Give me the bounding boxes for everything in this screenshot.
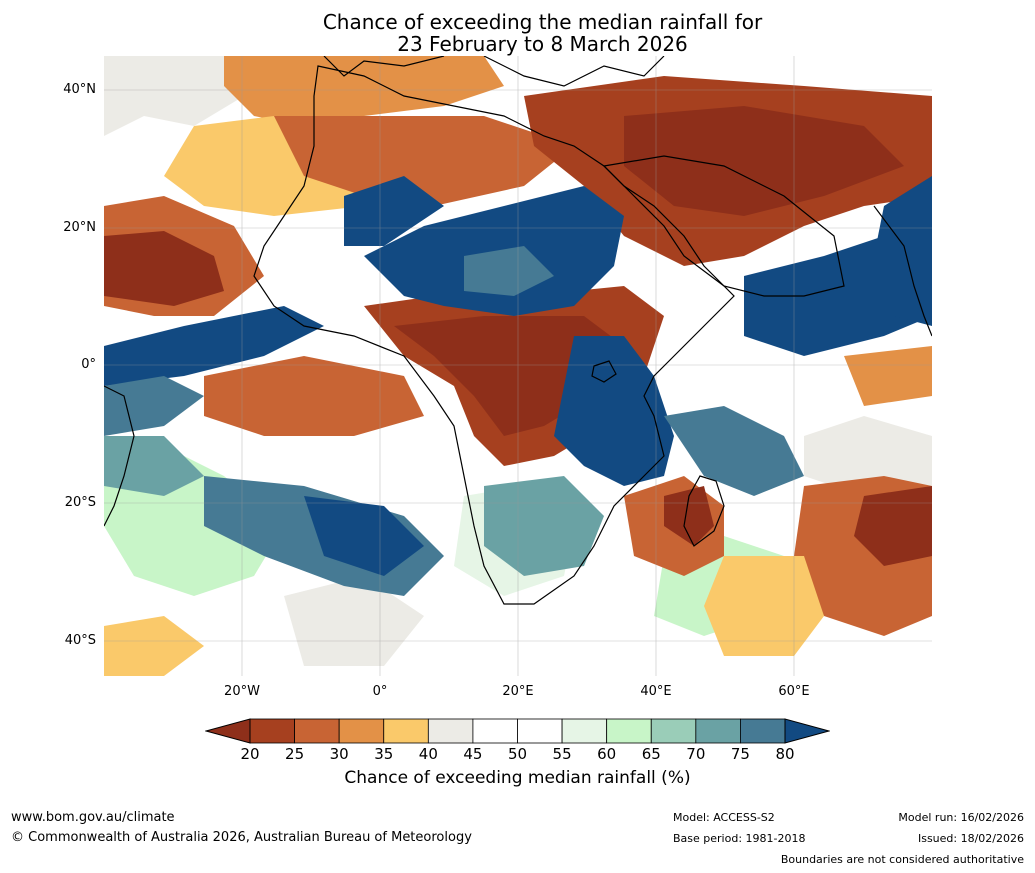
map-title-line2: 23 February to 8 March 2026	[397, 32, 688, 56]
lat-tick-40s: 40°S	[64, 633, 96, 648]
footer-model: Model: ACCESS-S2	[673, 811, 775, 824]
lat-tick-20n: 20°N	[63, 220, 96, 235]
map-title-line1: Chance of exceeding the median rainfall …	[322, 10, 763, 34]
colorbar-tick-label: 75	[730, 745, 750, 763]
lon-tick-20e: 20°E	[502, 684, 534, 699]
dry-indian-ocean-core	[854, 486, 932, 566]
colorbar-tick-label: 55	[552, 745, 572, 763]
colorbar-tick-label: 45	[463, 745, 483, 763]
colorbar-tick-label: 30	[329, 745, 349, 763]
colorbar-cell	[383, 718, 429, 744]
lon-tick-20w: 20°W	[224, 684, 260, 699]
dry-middle-east-core	[624, 106, 904, 216]
wet-south-africa-teal	[484, 476, 604, 576]
madagascar-coastline	[683, 475, 725, 547]
lat-tick-20s: 20°S	[64, 495, 96, 510]
colorbar-cell	[695, 718, 741, 744]
lon-tick-40e: 40°E	[640, 684, 672, 699]
colorbar-tick-label: 80	[775, 745, 795, 763]
wet-regions	[104, 176, 932, 596]
lon-tick-60e: 60°E	[778, 684, 810, 699]
footer-website[interactable]: www.bom.gov.au/climate	[11, 810, 175, 825]
colorbar-tick-label: 35	[374, 745, 394, 763]
colorbar-tick-label: 40	[418, 745, 438, 763]
wet-sahel-halo	[344, 176, 444, 246]
colorbar-cell	[338, 718, 385, 744]
lon-tick-0: 0°	[372, 684, 388, 699]
dry-west-atlantic-core	[104, 231, 224, 306]
colorbar-under-arrow	[205, 718, 251, 744]
colorbar-cell	[561, 718, 608, 744]
colorbar-cell	[606, 718, 652, 744]
footer-copyright: © Commonwealth of Australia 2026, Austra…	[11, 830, 472, 845]
colorbar-cell	[472, 718, 518, 744]
dry-regions	[104, 56, 932, 676]
wet-east-africa	[554, 336, 674, 486]
coastlines	[104, 56, 932, 605]
lat-tick-40n: 40°N	[63, 82, 96, 97]
footer-base-period: Base period: 1981-2018	[673, 832, 806, 845]
colorbar-title: Chance of exceeding median rainfall (%)	[344, 768, 691, 788]
colorbar-cell	[650, 718, 697, 744]
footer-issued: Issued: 18/02/2026	[917, 832, 1024, 845]
lat-tick-0: 0°	[81, 357, 96, 372]
wet-sahel-patch	[464, 246, 554, 296]
india-coastline	[873, 205, 932, 337]
lake-victoria	[591, 360, 617, 383]
wet-atlantic-equatorial	[104, 306, 324, 386]
colorbar-cell	[517, 718, 563, 744]
patch-grey-nw	[104, 56, 244, 136]
rainfall-probability-map	[104, 56, 932, 676]
dry-mediterranean-orange	[224, 56, 504, 126]
wet-indian-ocean-band	[664, 406, 804, 496]
footer-model-run: Model run: 16/02/2026	[898, 811, 1024, 824]
colorbar-tick-label: 60	[597, 745, 617, 763]
dry-sahara-orange	[274, 116, 574, 206]
graticule	[104, 56, 932, 676]
dry-gulf-of-guinea	[204, 356, 424, 436]
dry-south-yellow-sw	[104, 616, 204, 676]
wet-atlantic-equatorial-2	[104, 376, 204, 436]
colorbar-tick-label: 25	[285, 745, 305, 763]
colorbar-cell	[427, 718, 474, 744]
dry-east-indian-orange	[844, 346, 932, 406]
europe-coastline	[323, 56, 665, 87]
patch-grey-east	[804, 416, 932, 496]
arabia-coastline	[602, 155, 845, 297]
colorbar-over-arrow	[784, 718, 830, 744]
colorbar-tick-label: 50	[507, 745, 528, 763]
footer-disclaimer: Boundaries are not considered authoritat…	[780, 853, 1024, 866]
colorbar-cell	[740, 718, 786, 744]
colorbar-tick-label: 70	[686, 745, 706, 763]
wet-south-atlantic-teal	[104, 436, 204, 496]
africa-coastline	[253, 65, 735, 605]
patch-grey-south	[284, 576, 424, 666]
colorbar-cell	[294, 718, 340, 744]
dry-madagascar-core	[664, 486, 714, 546]
wet-arabian-sea	[744, 186, 932, 356]
colorbar-tick-label: 65	[641, 745, 661, 763]
south-america-coastline	[104, 385, 135, 527]
wet-south-atlantic-core	[304, 496, 424, 576]
colorbar-cell	[249, 718, 295, 744]
colorbar-tick-label: 20	[240, 745, 260, 763]
wet-india	[874, 176, 932, 326]
colorbar	[205, 718, 830, 744]
